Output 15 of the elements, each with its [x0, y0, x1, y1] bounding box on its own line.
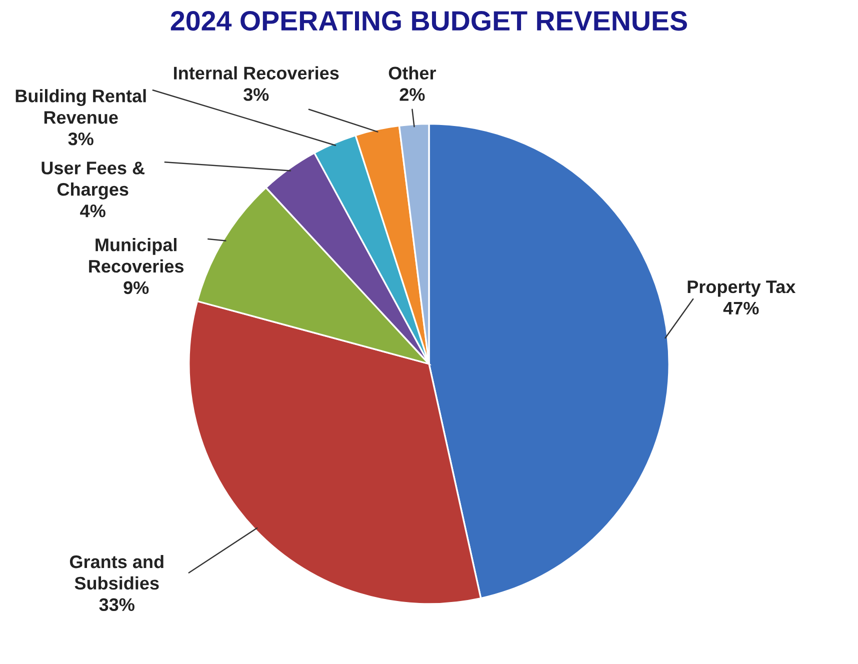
slice-label: Property Tax — [688, 280, 796, 297]
slice-label: Other — [388, 66, 436, 80]
slice-label: Municipal Recoveries — [89, 238, 184, 273]
data-label: 9% — [124, 281, 149, 294]
slice-label: Internal Recoveries — [174, 66, 339, 80]
data-label: 4% — [80, 204, 106, 218]
data-label: 33% — [99, 598, 134, 612]
data-label: 2% — [400, 88, 425, 101]
data-label: 3% — [243, 88, 269, 101]
slice-label: Building Rental Revenue — [16, 89, 146, 124]
slice-label: User Fees & Charges — [42, 162, 144, 200]
data-label: 47% — [723, 302, 759, 315]
data-label: 3% — [68, 132, 94, 146]
chart-title: 2024 OPERATING BUDGET REVENUES — [170, 11, 687, 31]
slice-label: Grants and Subsidies — [70, 554, 164, 590]
